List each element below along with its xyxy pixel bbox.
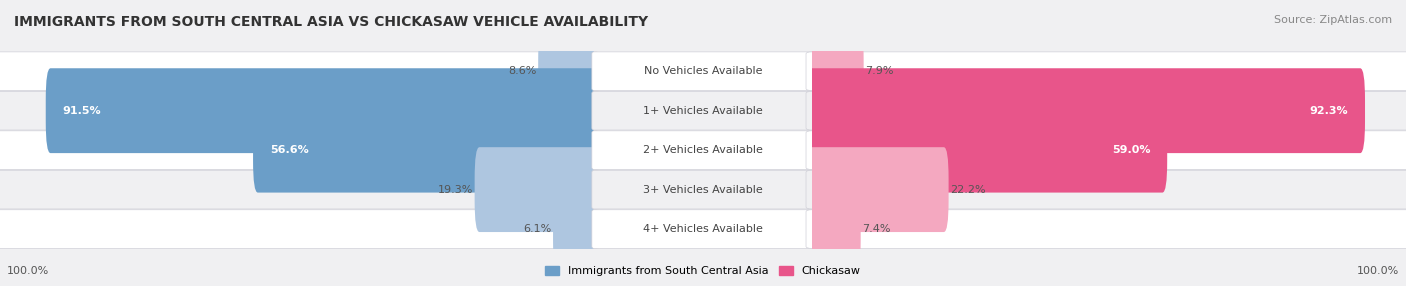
Text: 100.0%: 100.0% xyxy=(1357,266,1399,276)
FancyBboxPatch shape xyxy=(592,170,814,209)
Text: 59.0%: 59.0% xyxy=(1112,145,1150,155)
FancyBboxPatch shape xyxy=(0,91,600,130)
FancyBboxPatch shape xyxy=(0,52,600,91)
Text: 92.3%: 92.3% xyxy=(1310,106,1348,116)
Text: 6.1%: 6.1% xyxy=(523,224,553,234)
FancyBboxPatch shape xyxy=(807,29,863,114)
FancyBboxPatch shape xyxy=(538,29,599,114)
FancyBboxPatch shape xyxy=(0,170,600,209)
FancyBboxPatch shape xyxy=(475,147,599,232)
FancyBboxPatch shape xyxy=(553,187,599,271)
Legend: Immigrants from South Central Asia, Chickasaw: Immigrants from South Central Asia, Chic… xyxy=(541,261,865,281)
Text: 4+ Vehicles Available: 4+ Vehicles Available xyxy=(643,224,763,234)
FancyBboxPatch shape xyxy=(806,52,1406,91)
Text: 1+ Vehicles Available: 1+ Vehicles Available xyxy=(643,106,763,116)
Text: 22.2%: 22.2% xyxy=(950,185,986,194)
FancyBboxPatch shape xyxy=(807,68,1365,153)
Text: 19.3%: 19.3% xyxy=(439,185,474,194)
FancyBboxPatch shape xyxy=(592,52,814,91)
FancyBboxPatch shape xyxy=(806,131,1406,170)
FancyBboxPatch shape xyxy=(806,210,1406,249)
FancyBboxPatch shape xyxy=(807,108,1167,192)
FancyBboxPatch shape xyxy=(807,147,949,232)
Text: 3+ Vehicles Available: 3+ Vehicles Available xyxy=(643,185,763,194)
FancyBboxPatch shape xyxy=(46,68,599,153)
Text: 7.4%: 7.4% xyxy=(862,224,890,234)
Text: 56.6%: 56.6% xyxy=(270,145,308,155)
Text: 7.9%: 7.9% xyxy=(865,66,893,76)
FancyBboxPatch shape xyxy=(0,131,600,170)
Text: Source: ZipAtlas.com: Source: ZipAtlas.com xyxy=(1274,15,1392,25)
Text: No Vehicles Available: No Vehicles Available xyxy=(644,66,762,76)
FancyBboxPatch shape xyxy=(806,170,1406,209)
FancyBboxPatch shape xyxy=(592,210,814,249)
Text: IMMIGRANTS FROM SOUTH CENTRAL ASIA VS CHICKASAW VEHICLE AVAILABILITY: IMMIGRANTS FROM SOUTH CENTRAL ASIA VS CH… xyxy=(14,15,648,29)
Text: 8.6%: 8.6% xyxy=(509,66,537,76)
FancyBboxPatch shape xyxy=(592,131,814,170)
Text: 100.0%: 100.0% xyxy=(7,266,49,276)
FancyBboxPatch shape xyxy=(807,187,860,271)
FancyBboxPatch shape xyxy=(0,210,600,249)
FancyBboxPatch shape xyxy=(592,91,814,130)
FancyBboxPatch shape xyxy=(806,91,1406,130)
Text: 2+ Vehicles Available: 2+ Vehicles Available xyxy=(643,145,763,155)
FancyBboxPatch shape xyxy=(253,108,599,192)
Text: 91.5%: 91.5% xyxy=(62,106,101,116)
